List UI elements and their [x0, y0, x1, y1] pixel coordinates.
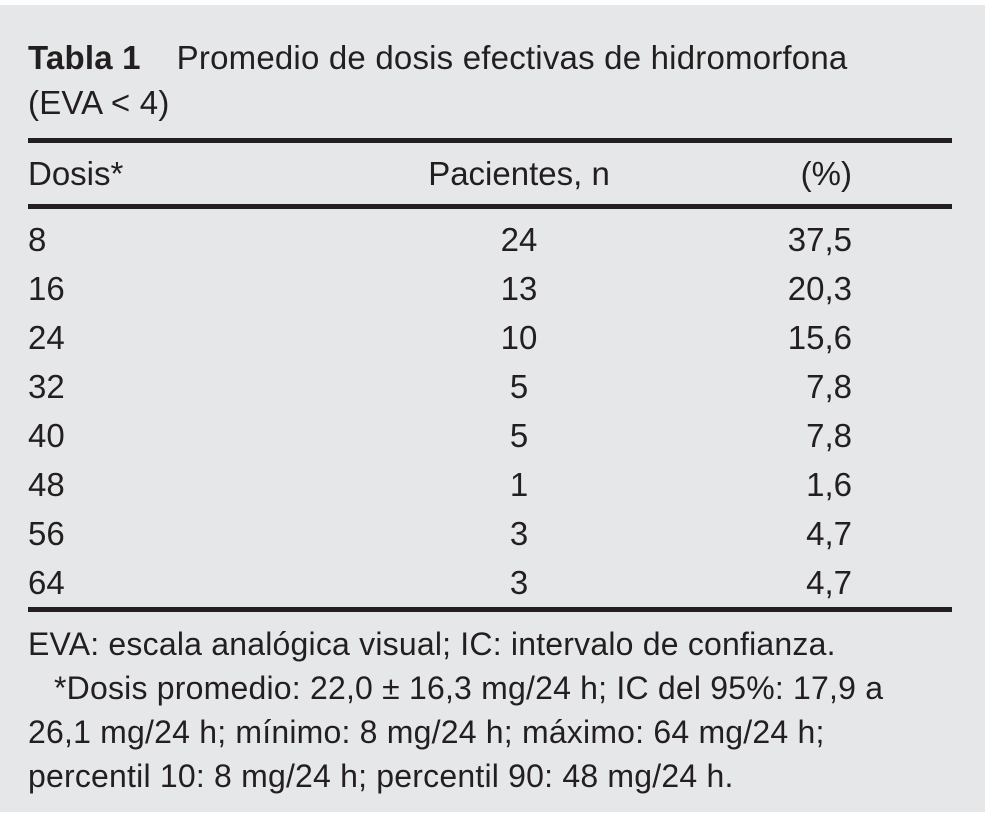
dose-cell: 8: [28, 220, 47, 258]
patients-cell: 24: [500, 220, 538, 258]
table-header-row: Dosis* Pacientes, n (%): [28, 143, 952, 204]
dose-cell: 48: [28, 465, 65, 503]
table-row: 40 5 7,8: [28, 411, 952, 460]
table-row: 64 3 4,7: [28, 558, 952, 607]
percent-cell: 1,6: [806, 465, 852, 503]
column-header-pacientes: Pacientes, n: [428, 154, 610, 192]
dose-cell: 32: [28, 367, 65, 405]
table-content: Tabla 1 Promedio de dosis efectivas de hi…: [0, 5, 952, 798]
table-row: 16 13 20,3: [28, 264, 952, 313]
percent-cell: 20,3: [787, 269, 852, 307]
patients-cell: 3: [509, 563, 529, 601]
percent-cell: 4,7: [806, 563, 852, 601]
patients-cell: 5: [509, 367, 529, 405]
patients-cell: 10: [500, 318, 538, 356]
caption-label: Tabla 1: [28, 39, 141, 76]
column-header-dosis: Dosis*: [28, 154, 124, 192]
table-row: 32 5 7,8: [28, 362, 952, 411]
table-caption: Tabla 1 Promedio de dosis efectivas de hi…: [28, 35, 952, 125]
table-row: 48 1 1,6: [28, 460, 952, 509]
dose-cell: 16: [28, 269, 65, 307]
table-footnote: EVA: escala analógica visual; IC: interv…: [28, 622, 952, 798]
patients-cell: 1: [509, 465, 529, 503]
footnote-line: percentil 10: 8 mg/24 h; percentil 90: 4…: [28, 758, 734, 794]
caption-line-1: Tabla 1 Promedio de dosis efectivas de hi…: [28, 35, 952, 80]
dose-cell: 40: [28, 416, 65, 454]
percent-cell: 7,8: [806, 416, 852, 454]
column-header-percent: (%): [800, 154, 852, 192]
table-row: 8 24 37,5: [28, 215, 952, 264]
dose-cell: 64: [28, 563, 65, 601]
rule-top: [28, 138, 952, 143]
patients-cell: 5: [509, 416, 529, 454]
percent-cell: 15,6: [787, 318, 852, 356]
caption-text: Promedio de dosis efectivas de hidromorf…: [176, 39, 848, 76]
percent-cell: 37,5: [787, 220, 852, 258]
dose-cell: 56: [28, 514, 65, 552]
table-body: 8 24 37,5 16 13 20,3 24 10 15,6 32 5 7,8…: [28, 209, 952, 607]
footnote-line: EVA: escala analógica visual; IC: interv…: [28, 626, 836, 662]
dose-cell: 24: [28, 318, 65, 356]
patients-cell: 13: [500, 269, 538, 307]
rule-bottom: [28, 607, 952, 612]
percent-cell: 4,7: [806, 514, 852, 552]
patients-cell: 3: [509, 514, 529, 552]
footnote-line: 26,1 mg/24 h; mínimo: 8 mg/24 h; máximo:…: [28, 714, 825, 750]
table-row: 24 10 15,6: [28, 313, 952, 362]
percent-cell: 7,8: [806, 367, 852, 405]
table-row: 56 3 4,7: [28, 509, 952, 558]
table-panel: Tabla 1 Promedio de dosis efectivas de hi…: [0, 5, 985, 812]
footnote-line: *Dosis promedio: 22,0 ± 16,3 mg/24 h; IC…: [54, 670, 884, 706]
caption-line-2: (EVA < 4): [28, 84, 170, 121]
rule-header: [28, 204, 952, 209]
